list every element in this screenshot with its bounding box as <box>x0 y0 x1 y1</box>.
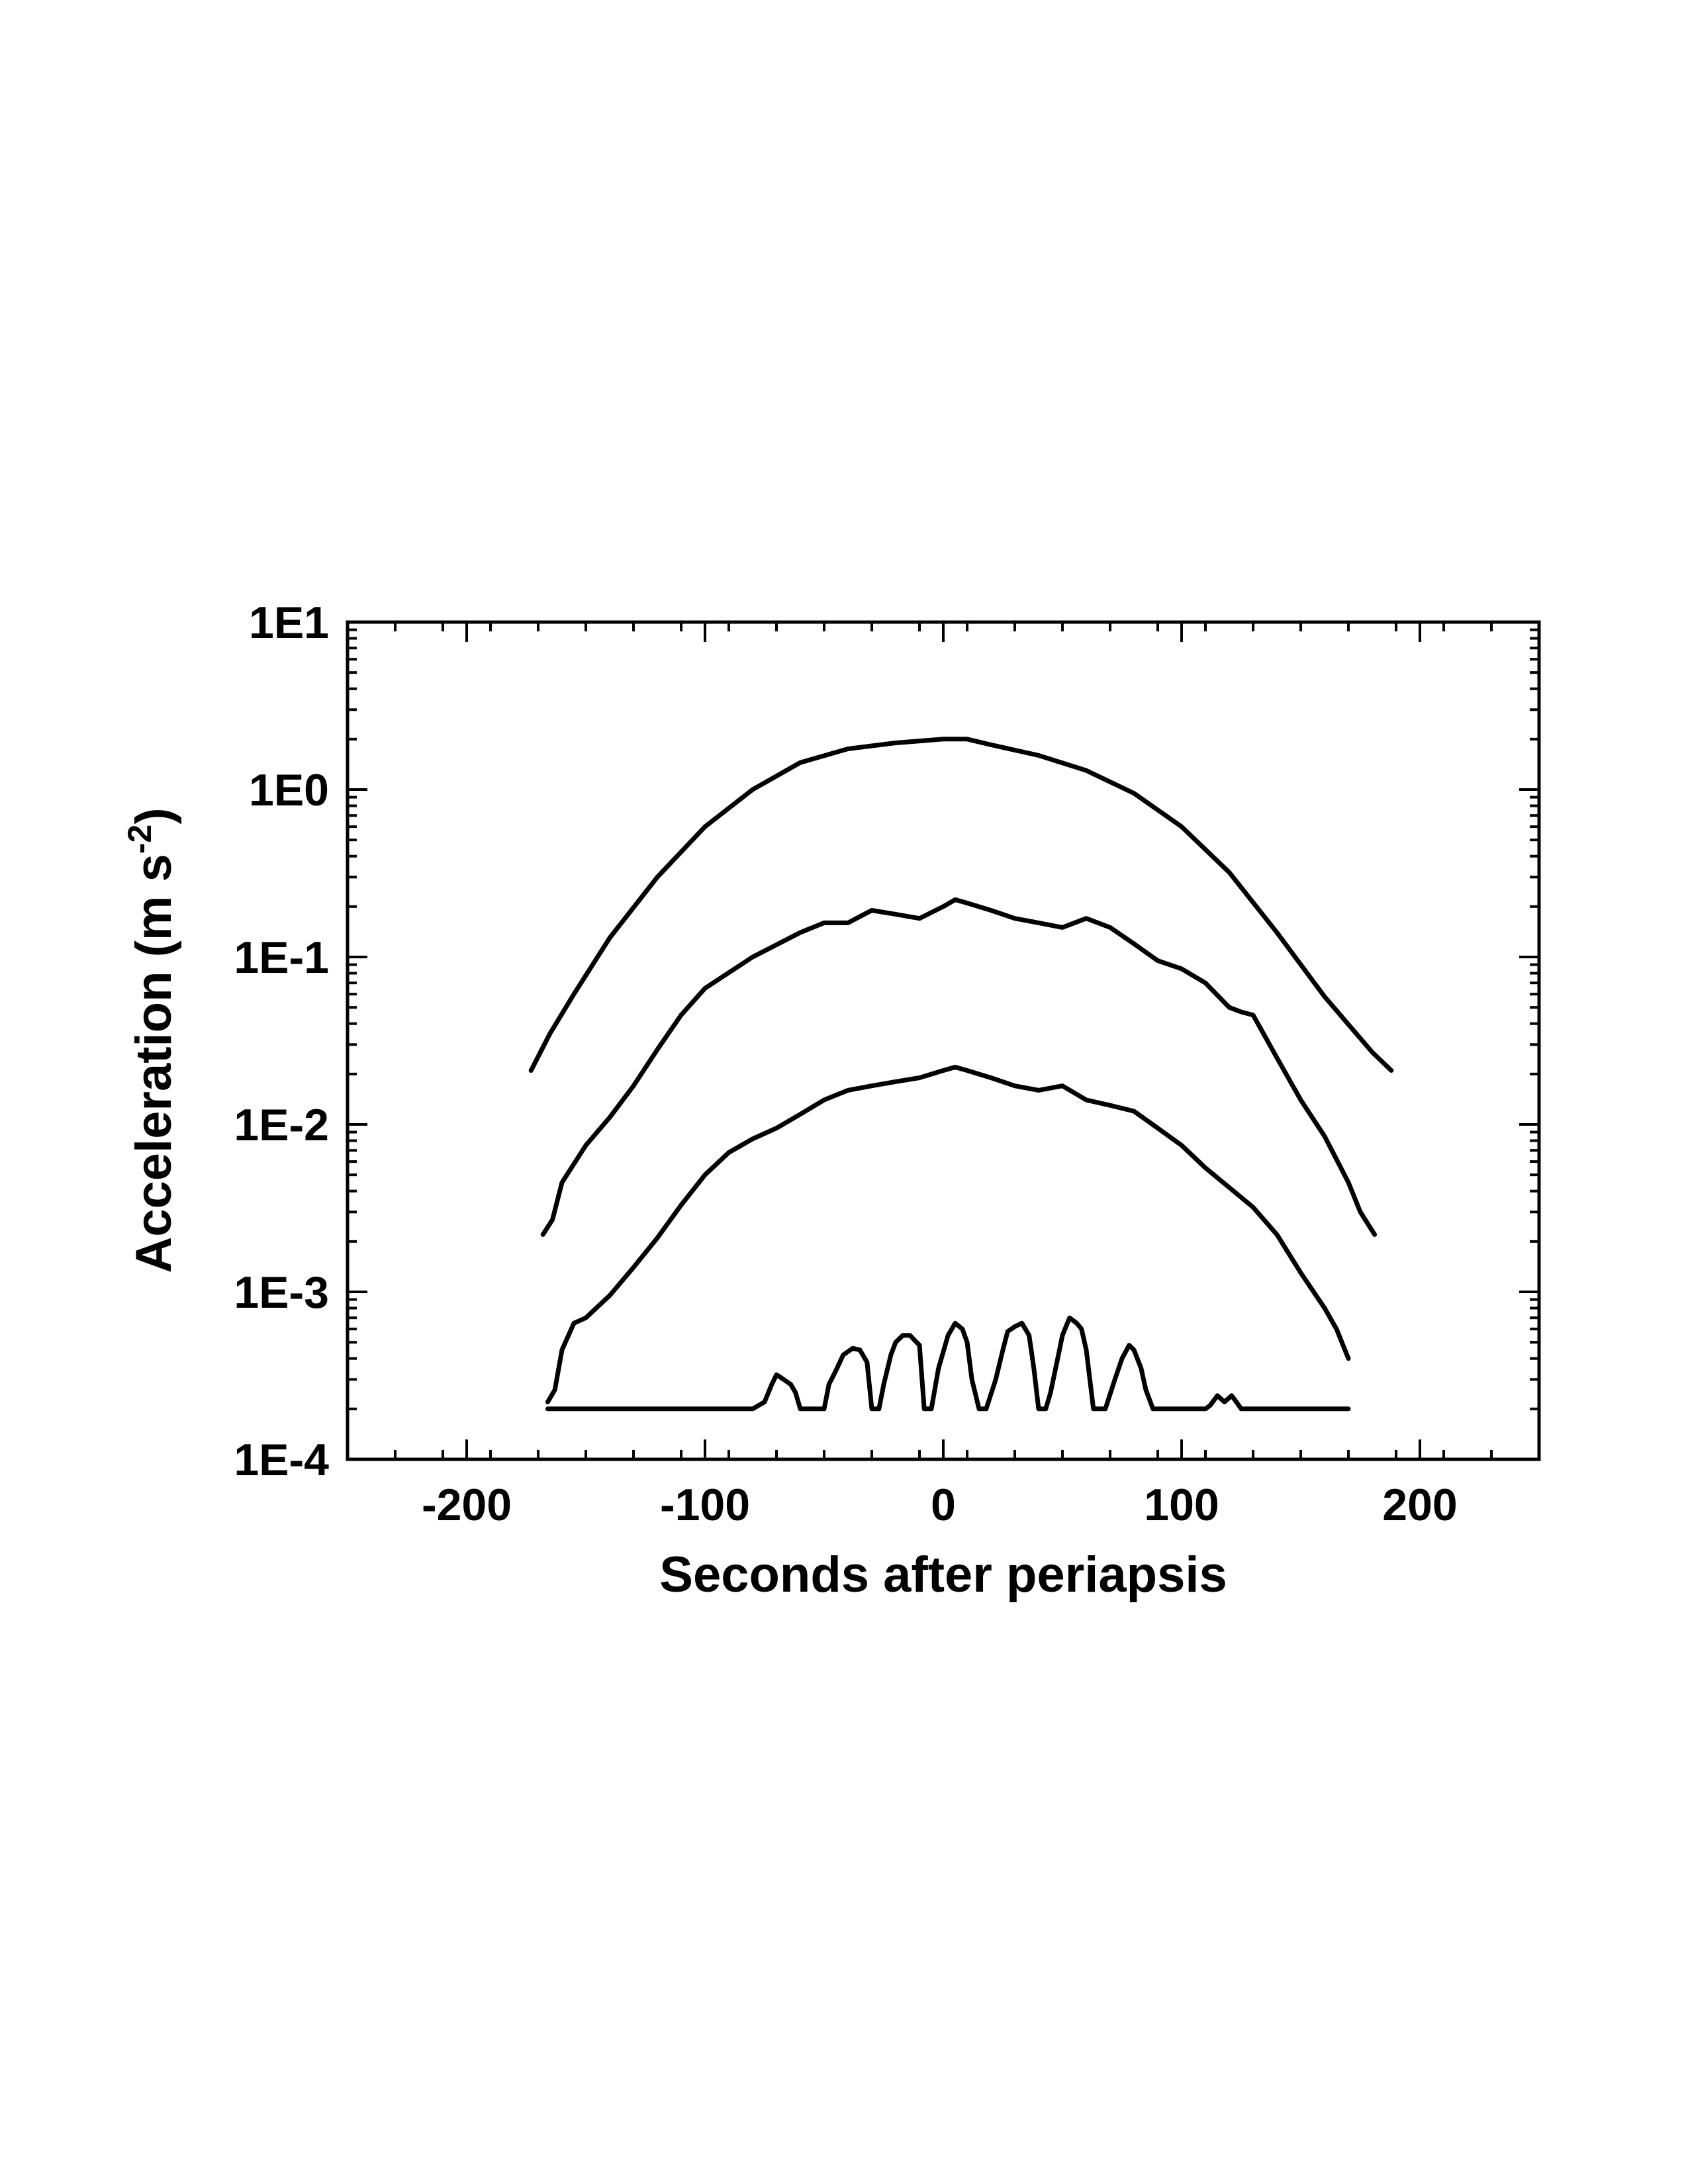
series-line-2 <box>540 897 1378 1237</box>
x-minor-ticks <box>394 622 1493 1459</box>
y-tick-label: 1E0 <box>249 765 329 815</box>
x-tick-label: -100 <box>660 1480 750 1530</box>
plot-frame <box>346 620 1541 1461</box>
y-minor-ticks <box>348 628 1539 1410</box>
series-line-4 <box>545 1315 1351 1412</box>
series-line-3 <box>545 1064 1351 1404</box>
x-tick-label: -200 <box>422 1480 512 1530</box>
x-tick-labels: -200 -100 0 100 200 <box>422 1480 1458 1530</box>
series-group <box>528 737 1394 1412</box>
series-line-1 <box>528 737 1394 1073</box>
x-axis-title: Seconds after periapsis <box>659 1547 1227 1603</box>
y-axis-title-close: ) <box>126 807 182 824</box>
x-tick-label: 0 <box>931 1480 956 1530</box>
y-tick-labels: 1E-4 1E-3 1E-2 1E-1 1E0 1E1 <box>234 598 329 1485</box>
y-tick-label: 1E-2 <box>234 1100 329 1150</box>
x-tick-label: 100 <box>1144 1480 1219 1530</box>
y-tick-label: 1E-3 <box>234 1267 329 1318</box>
y-tick-label: 1E-4 <box>234 1435 329 1485</box>
y-tick-label: 1E-1 <box>234 933 329 983</box>
y-axis-title-sup: -2 <box>121 825 158 854</box>
y-axis-title: Acceleration (m s-2) <box>121 807 182 1273</box>
y-axis-title-main: Acceleration (m s <box>126 854 182 1273</box>
x-major-ticks <box>465 622 1421 1459</box>
y-tick-label: 1E1 <box>249 598 329 648</box>
x-tick-label: 200 <box>1382 1480 1457 1530</box>
